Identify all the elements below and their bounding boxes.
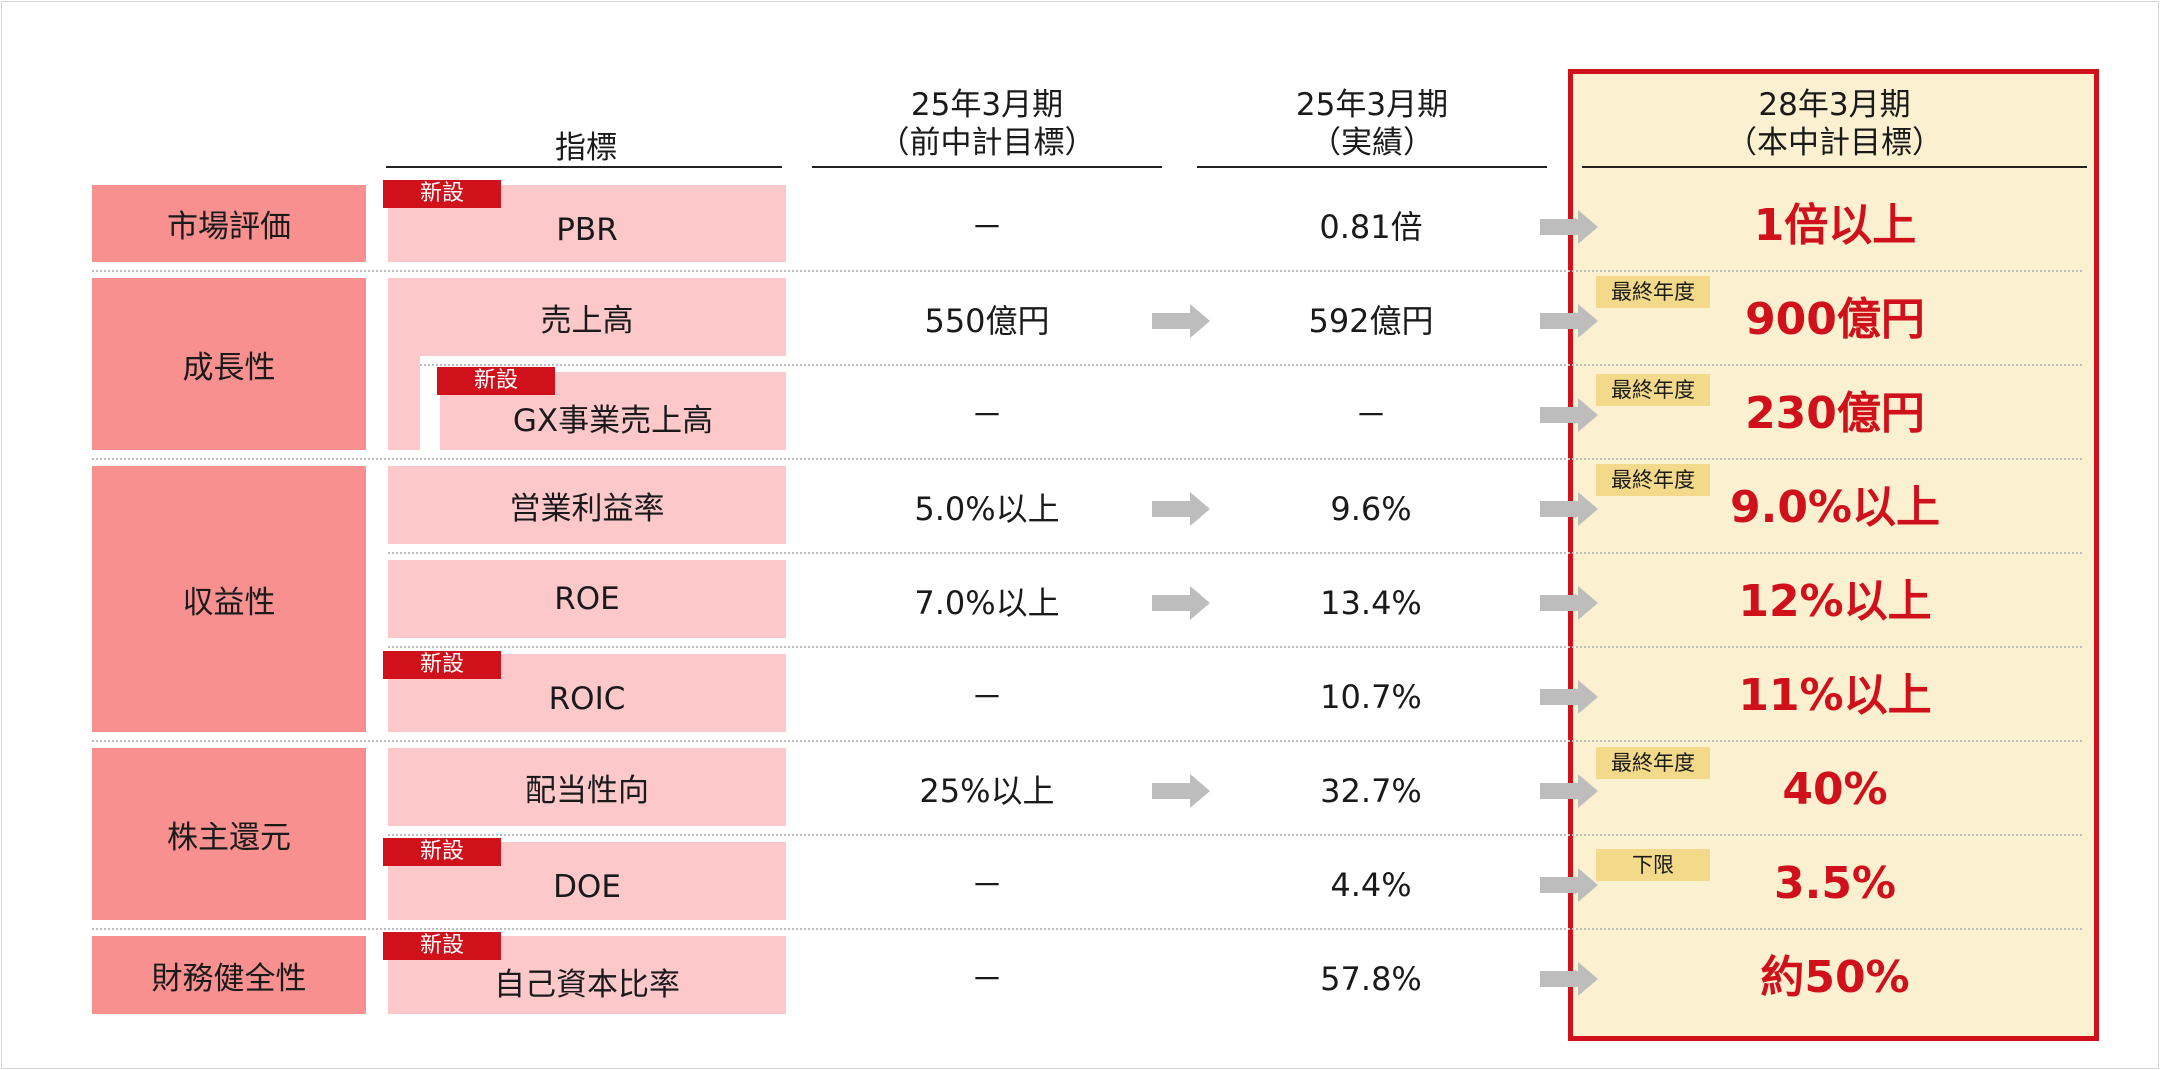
right-arrow-icon — [1540, 774, 1598, 808]
actual-value: 10.7% — [1320, 678, 1422, 716]
right-arrow-icon — [1152, 774, 1210, 808]
new-target-value: 9.0%以上 — [1729, 482, 1941, 533]
indicator-operating-margin: 営業利益率 — [388, 466, 786, 544]
right-arrow-icon — [1152, 586, 1210, 620]
new-target-value: 40% — [1782, 764, 1888, 815]
indicator-label: 自己資本比率 — [494, 966, 680, 1003]
new-target-value: 1倍以上 — [1753, 200, 1917, 251]
header-underline — [812, 166, 1162, 168]
row-separator — [388, 552, 2082, 554]
right-arrow-icon — [1540, 304, 1598, 338]
category-financial-soundness: 財務健全性 — [92, 936, 366, 1014]
new-target-value: 3.5% — [1773, 858, 1897, 909]
prev-target-value: 550億円 — [924, 302, 1050, 340]
indicator-label: ROE — [554, 581, 620, 617]
prev-target-value: － — [970, 960, 1003, 998]
actual-value: 57.8% — [1320, 960, 1422, 998]
row-separator — [92, 928, 2082, 930]
right-arrow-icon — [1540, 962, 1598, 996]
indicator-label: DOE — [553, 869, 621, 905]
indicator-label: 売上高 — [540, 302, 634, 339]
new-target-value: 約50% — [1760, 952, 1910, 1003]
indicator-sales-connector — [388, 356, 420, 450]
category-shareholder-return: 株主還元 — [92, 748, 366, 920]
category-label: 市場評価 — [167, 209, 291, 245]
new-target-value: 230億円 — [1745, 388, 1925, 439]
right-arrow-icon — [1540, 398, 1598, 432]
prev-target-value: － — [970, 208, 1003, 246]
prev-target-value: 25%以上 — [919, 772, 1055, 810]
row-separator — [92, 270, 2082, 272]
prev-target-value: － — [970, 866, 1003, 904]
actual-value: 9.6% — [1330, 490, 1412, 528]
new-badge: 新設 — [383, 932, 501, 960]
right-arrow-icon — [1540, 210, 1598, 244]
row-separator — [388, 646, 2082, 648]
indicator-sales: 売上高 — [388, 278, 786, 356]
row-separator — [92, 740, 2082, 742]
indicator-payout-ratio: 配当性向 — [388, 748, 786, 826]
header-underline — [386, 166, 782, 168]
header-prev-target: 25年3月期 （前中計目標） — [812, 86, 1162, 162]
row-separator — [388, 834, 2082, 836]
note-final-year-badge: 最終年度 — [1596, 374, 1710, 406]
category-label: 財務健全性 — [151, 960, 307, 997]
indicator-label: PBR — [556, 211, 618, 248]
header-actual-line1: 25年3月期 — [1295, 87, 1449, 123]
row-separator — [92, 458, 2082, 460]
new-target-value: 11%以上 — [1738, 670, 1932, 721]
actual-value: 0.81倍 — [1319, 208, 1423, 246]
prev-target-value: 7.0%以上 — [914, 584, 1060, 622]
note-final-year-badge: 最終年度 — [1596, 276, 1710, 308]
prev-target-value: 5.0%以上 — [914, 490, 1060, 528]
new-badge: 新設 — [383, 651, 501, 679]
header-new-target: 28年3月期 （本中計目標） — [1582, 86, 2087, 162]
actual-value: － — [1354, 396, 1387, 434]
header-actual: 25年3月期 （実績） — [1197, 86, 1547, 162]
header-new-target-line1: 28年3月期 — [1758, 87, 1911, 123]
category-growth: 成長性 — [92, 278, 366, 450]
right-arrow-icon — [1540, 868, 1598, 902]
new-badge: 新設 — [383, 180, 501, 208]
note-lower-limit-badge: 下限 — [1596, 849, 1710, 881]
category-label: 収益性 — [182, 584, 276, 621]
header-underline — [1197, 166, 1547, 168]
right-arrow-icon — [1540, 586, 1598, 620]
right-arrow-icon — [1540, 492, 1598, 526]
row-separator — [420, 364, 2082, 366]
actual-value: 4.4% — [1330, 866, 1412, 904]
new-target-value: 12%以上 — [1738, 576, 1932, 627]
actual-value: 592億円 — [1308, 302, 1434, 340]
indicator-label: ROIC — [548, 681, 626, 717]
right-arrow-icon — [1540, 680, 1598, 714]
indicator-label: 配当性向 — [525, 772, 649, 809]
header-actual-line2: （実績） — [1310, 125, 1434, 161]
new-badge: 新設 — [437, 367, 555, 395]
header-underline — [1582, 166, 2087, 168]
category-label: 株主還元 — [167, 819, 291, 856]
indicator-label: 営業利益率 — [509, 490, 665, 527]
note-final-year-badge: 最終年度 — [1596, 464, 1710, 496]
new-badge: 新設 — [383, 838, 501, 866]
prev-target-value: － — [970, 678, 1003, 716]
note-final-year-badge: 最終年度 — [1596, 747, 1710, 779]
prev-target-value: － — [970, 396, 1003, 434]
indicator-label: GX事業売上高 — [512, 402, 714, 439]
header-indicator-label: 指標 — [555, 130, 617, 166]
header-indicator: 指標 — [386, 129, 786, 167]
actual-value: 32.7% — [1320, 772, 1422, 810]
category-profitability: 収益性 — [92, 466, 366, 732]
header-prev-target-line2: （前中計目標） — [878, 125, 1096, 161]
category-market-valuation: 市場評価 — [92, 185, 366, 262]
header-prev-target-line1: 25年3月期 — [910, 87, 1064, 123]
right-arrow-icon — [1152, 492, 1210, 526]
indicator-roe: ROE — [388, 560, 786, 638]
new-target-value: 900億円 — [1745, 294, 1925, 345]
actual-value: 13.4% — [1320, 584, 1422, 622]
right-arrow-icon — [1152, 304, 1210, 338]
header-new-target-line2: （本中計目標） — [1726, 125, 1943, 161]
category-label: 成長性 — [182, 349, 276, 386]
